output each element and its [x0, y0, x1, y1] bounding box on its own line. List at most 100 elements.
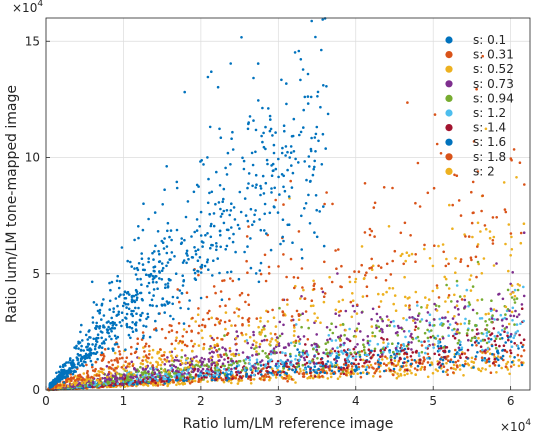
- data-point: [100, 336, 103, 340]
- data-point: [212, 259, 215, 263]
- data-point: [231, 377, 234, 380]
- data-point: [280, 332, 284, 336]
- data-point: [331, 347, 335, 351]
- data-point: [263, 338, 266, 342]
- data-point: [104, 379, 107, 383]
- data-point: [234, 250, 237, 254]
- data-point: [368, 339, 372, 343]
- data-point: [314, 132, 318, 136]
- data-point: [188, 299, 191, 302]
- data-point: [259, 272, 263, 276]
- data-point: [282, 124, 286, 127]
- data-point: [191, 357, 194, 361]
- data-point: [440, 346, 443, 350]
- data-point: [416, 364, 420, 368]
- data-point: [345, 366, 349, 370]
- data-point: [77, 354, 81, 357]
- data-point: [414, 350, 418, 354]
- data-point: [410, 252, 414, 256]
- data-point: [291, 368, 295, 372]
- data-point: [183, 343, 187, 347]
- data-point: [292, 334, 296, 337]
- data-point: [455, 284, 459, 287]
- data-point: [70, 383, 73, 386]
- data-point: [235, 373, 239, 377]
- data-point: [476, 170, 480, 173]
- data-point: [216, 257, 219, 260]
- data-point: [151, 366, 155, 370]
- data-point: [162, 377, 165, 381]
- data-point: [265, 338, 269, 342]
- data-point: [80, 323, 83, 327]
- data-point: [369, 351, 372, 354]
- data-point: [112, 368, 116, 372]
- data-point: [518, 161, 522, 164]
- data-point: [441, 362, 444, 366]
- data-point: [354, 355, 358, 358]
- data-point: [162, 380, 166, 383]
- data-point: [246, 341, 249, 345]
- data-point: [111, 374, 114, 378]
- data-point: [266, 354, 269, 358]
- data-point: [247, 225, 250, 228]
- data-point: [337, 366, 341, 370]
- data-point: [78, 381, 81, 385]
- data-point: [109, 288, 112, 292]
- data-point: [409, 362, 413, 366]
- data-point: [136, 342, 139, 346]
- data-point: [203, 264, 207, 268]
- data-point: [102, 325, 105, 329]
- data-point: [286, 303, 289, 306]
- data-point: [141, 311, 144, 315]
- data-point: [187, 307, 190, 311]
- data-point: [155, 329, 158, 332]
- data-point: [354, 345, 357, 349]
- data-point: [426, 352, 430, 356]
- data-point: [170, 329, 174, 332]
- data-point: [480, 317, 484, 320]
- data-point: [506, 368, 510, 371]
- data-point: [271, 373, 275, 377]
- data-point: [296, 348, 299, 351]
- data-point: [195, 359, 198, 363]
- data-point: [235, 307, 239, 310]
- data-point: [212, 361, 216, 365]
- data-point: [391, 287, 395, 290]
- data-point: [415, 300, 419, 304]
- data-point: [478, 317, 482, 320]
- data-point: [217, 347, 221, 351]
- data-point: [146, 312, 149, 316]
- data-point: [309, 371, 312, 375]
- data-point: [340, 285, 343, 289]
- data-point: [447, 287, 451, 290]
- data-point: [212, 374, 215, 377]
- data-point: [381, 330, 384, 334]
- data-point: [154, 319, 157, 323]
- data-point: [408, 369, 412, 372]
- data-point: [109, 327, 112, 331]
- data-point: [460, 352, 464, 356]
- data-point: [156, 287, 159, 291]
- data-point: [322, 205, 325, 208]
- data-point: [424, 346, 428, 350]
- data-point: [259, 187, 263, 190]
- data-point: [141, 331, 145, 334]
- data-point: [433, 352, 437, 356]
- data-point: [170, 359, 174, 362]
- data-point: [197, 270, 200, 273]
- data-point: [385, 357, 389, 360]
- data-point: [300, 214, 303, 218]
- data-point: [156, 350, 160, 354]
- data-point: [515, 297, 519, 300]
- legend-entry: s: 0.31: [473, 48, 514, 62]
- data-point: [160, 269, 164, 273]
- data-point: [370, 325, 374, 328]
- data-point: [500, 337, 504, 340]
- data-point: [427, 339, 430, 343]
- data-point: [426, 328, 429, 332]
- data-point: [316, 357, 319, 360]
- data-point: [164, 372, 167, 376]
- data-point: [100, 351, 104, 355]
- data-point: [339, 372, 343, 376]
- data-point: [324, 365, 328, 369]
